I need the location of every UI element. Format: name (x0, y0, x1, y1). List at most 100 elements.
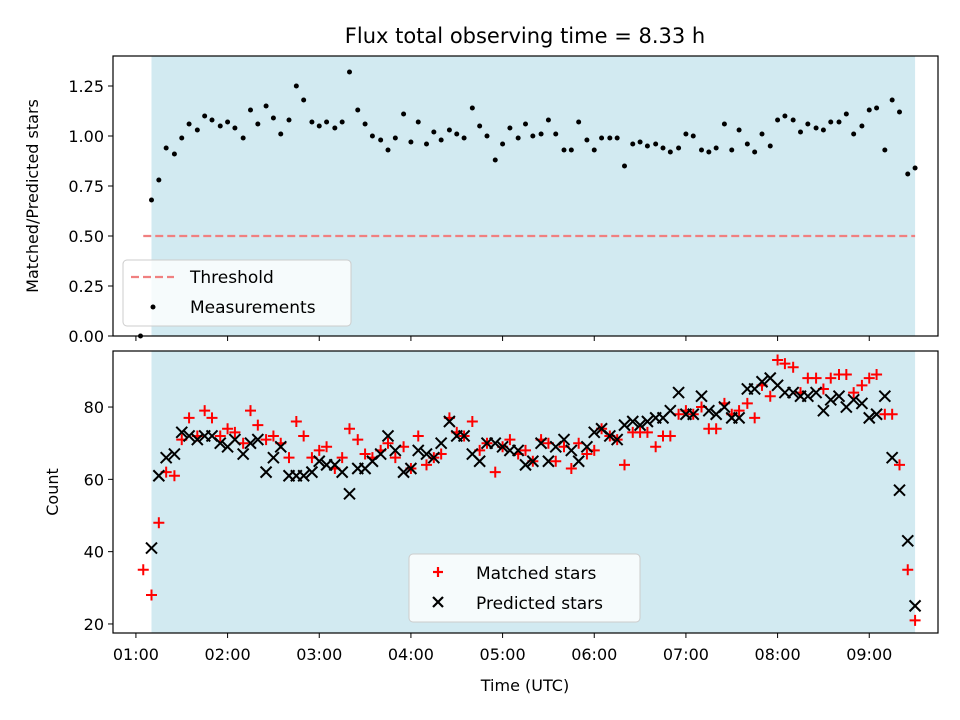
predicted-star-point (901, 534, 914, 548)
chart-title: Flux total observing time = 8.33 h (345, 24, 705, 48)
measurement-point (667, 149, 673, 155)
predicted-star-point (534, 436, 548, 450)
x-tick-label: 05:00 (480, 645, 526, 664)
measurement-point (500, 141, 506, 147)
measurement-point (171, 151, 177, 157)
measurement-point (255, 121, 261, 127)
measurement-point (912, 165, 918, 171)
bottom-x-axis: 01:00 02:00 03:00 04:00 05:00 06:00 07:00 08:00… (113, 633, 892, 664)
measurement-point (759, 131, 765, 137)
measurement-point (545, 117, 551, 123)
measurement-point (744, 141, 750, 147)
matched-star-point (772, 354, 784, 366)
predicted-star-point (412, 444, 425, 457)
predicted-star-point (404, 462, 418, 475)
measurement-point (202, 113, 208, 119)
measurement-point (369, 133, 375, 139)
matched-star-point (489, 466, 501, 478)
measurement-point (614, 135, 620, 141)
measurement-point (591, 147, 597, 153)
measurement-point (301, 97, 307, 103)
legend-threshold-label: Threshold (189, 268, 274, 288)
matched-star-point (336, 452, 348, 464)
matched-star-point (298, 430, 310, 442)
measurement-point (882, 147, 888, 153)
matched-star-point (321, 441, 333, 453)
measurement-point (790, 117, 796, 123)
matched-star-point (389, 452, 401, 464)
predicted-star-point (718, 400, 731, 414)
matched-star-point (153, 517, 165, 529)
predicted-star-point (443, 415, 456, 428)
x-tick-label: 07:00 (663, 645, 709, 664)
predicted-star-point (732, 411, 746, 425)
measurement-point (454, 131, 460, 137)
matched-star-point (146, 589, 157, 601)
predicted-star-point (297, 469, 310, 482)
measurement-point (392, 135, 398, 141)
predicted-star-point (389, 444, 402, 457)
predicted-star-point (519, 458, 532, 472)
top-y-tick-label: 0.00 (68, 327, 104, 346)
top-y-tick-label: 1.00 (68, 127, 104, 146)
matched-star-point (199, 405, 211, 417)
measurement-point (637, 139, 643, 145)
top-legend-box (122, 259, 352, 327)
bottom-legend-box (408, 553, 641, 623)
measurement-point (309, 119, 315, 125)
measurement-point (843, 111, 849, 117)
matched-star-point (412, 430, 424, 442)
matched-star-point (641, 426, 653, 438)
predicted-star-point (526, 455, 540, 468)
measurement-point (355, 107, 361, 113)
x-tick-label: 01:00 (113, 645, 159, 664)
measurement-point (515, 135, 521, 141)
matched-star-point (466, 416, 478, 427)
predicted-star-point (755, 375, 769, 388)
matched-star-point (581, 448, 593, 460)
bottom-y-tick-label: 20 (84, 615, 104, 634)
matched-star-point (382, 437, 394, 449)
predicted-star-point (801, 389, 815, 403)
predicted-star-point (473, 455, 486, 468)
predicted-star-point (251, 433, 265, 446)
measurement-point (408, 139, 414, 145)
measurement-point (630, 141, 636, 147)
measurement-point (706, 149, 712, 155)
x-axis-label: Time (UTC) (480, 676, 569, 695)
predicted-star-point (580, 440, 594, 454)
bottom-y-axis-label: Count (43, 468, 62, 516)
matched-star-point (863, 372, 875, 384)
top-y-tick-label: 1.25 (68, 77, 104, 96)
matched-star-point (902, 564, 914, 576)
matched-star-point (856, 379, 868, 391)
measurement-point (209, 117, 215, 123)
measurement-point (767, 143, 773, 149)
measurement-point (179, 135, 185, 141)
top-y-axis-label: Matched/Predicted stars (23, 99, 42, 293)
measurement-point (721, 121, 727, 127)
measurement-point (653, 141, 659, 147)
predicted-star-point (374, 447, 387, 461)
predicted-star-point (832, 389, 846, 403)
top-y-axis: 0.00 0.25 0.50 0.75 1.00 1.25 (68, 77, 113, 346)
predicted-star-point (687, 408, 700, 421)
measurement-point (446, 127, 452, 133)
measurement-point (905, 171, 911, 177)
measurement-point (683, 131, 689, 137)
measurement-point (699, 147, 704, 153)
bottom-legend: Matched stars Predicted stars (408, 553, 641, 623)
measurement-point (676, 145, 682, 151)
measurement-point (324, 119, 330, 125)
predicted-star-point (489, 436, 502, 450)
measurement-point (805, 121, 811, 127)
predicted-star-point (168, 447, 181, 461)
bottom-y-tick-label: 80 (84, 398, 104, 417)
measurement-point (286, 117, 292, 123)
legend-measurements-label: Measurements (190, 298, 316, 318)
predicted-star-point (672, 386, 685, 399)
measurement-point (660, 145, 666, 151)
matched-star-point (352, 434, 364, 446)
predicted-star-point (695, 389, 708, 403)
